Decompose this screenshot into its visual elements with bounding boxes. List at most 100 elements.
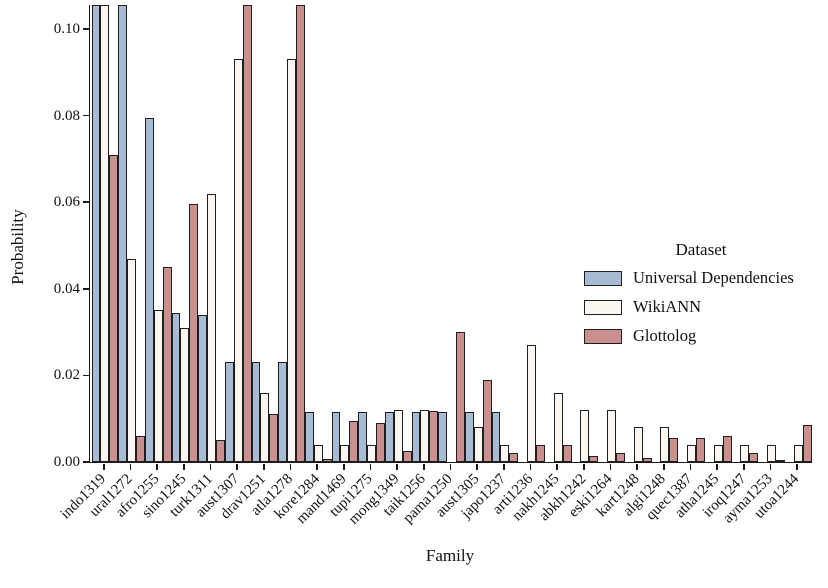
bar-aust1307-wikiann: [233, 59, 243, 462]
legend-label: Universal Dependencies: [633, 268, 794, 287]
bar-atla1278-glottolog: [296, 5, 305, 462]
bar-kore1284-wikiann: [313, 444, 323, 462]
legend-label: WikiANN: [633, 297, 702, 316]
x-axis-tick: [529, 463, 532, 470]
x-axis-title: Family: [425, 546, 475, 565]
y-axis-tick: [83, 288, 89, 290]
x-axis-tick: [609, 463, 612, 470]
bar-iroq1247-glottolog: [749, 453, 759, 462]
bar-abkh1242-wikiann: [580, 410, 590, 462]
bar-nakh1245-wikiann: [553, 392, 563, 462]
bar-tupi1275-universal-dependencies: [358, 412, 368, 462]
bar-taik1256-wikiann: [420, 410, 430, 462]
bar-turk1311-wikiann: [207, 193, 216, 462]
bar-mand1469-universal-dependencies: [331, 412, 341, 462]
bar-iroq1247-wikiann: [740, 444, 750, 462]
legend-item-universal-dependencies: Universal Dependencies: [584, 268, 828, 288]
y-axis-tick: [83, 374, 89, 377]
y-axis-tick-label: 0.04: [53, 280, 80, 297]
bar-japo1237-glottolog: [509, 453, 519, 462]
y-axis-tick: [83, 461, 89, 463]
legend-item-glottolog: Glottolog: [584, 326, 828, 346]
y-axis-tick-label: 0.02: [53, 367, 80, 384]
bar-kore1284-universal-dependencies: [304, 412, 314, 462]
bar-indo1319-glottolog: [109, 154, 119, 462]
bar-eski1264-glottolog: [616, 453, 625, 462]
bar-atha1245-glottolog: [722, 436, 732, 462]
x-axis-tick: [716, 463, 718, 470]
bar-ural1272-universal-dependencies: [118, 5, 128, 462]
bar-indo1319-universal-dependencies: [91, 5, 101, 462]
y-axis-tick: [83, 28, 89, 30]
bar-aust1307-glottolog: [242, 5, 252, 462]
bar-tupi1275-glottolog: [376, 423, 385, 462]
legend-swatch-blue: [584, 270, 622, 286]
y-axis-tick-label: 0.10: [53, 21, 80, 37]
bar-algi1248-glottolog: [669, 438, 679, 462]
bar-nakh1245-glottolog: [562, 444, 572, 462]
x-axis-tick: [476, 463, 479, 470]
y-axis-tick-label: 0.06: [53, 194, 80, 211]
x-axis-tick: [263, 463, 265, 470]
y-axis-tick: [83, 114, 89, 117]
x-axis-tick: [636, 463, 638, 470]
bar-sino1245-glottolog: [189, 204, 199, 462]
bar-mand1469-wikiann: [340, 444, 350, 462]
bar-quec1387-glottolog: [696, 438, 705, 462]
bar-kart1248-glottolog: [642, 457, 652, 462]
bar-indo1319-wikiann: [100, 5, 110, 462]
bar-algi1248-wikiann: [660, 427, 670, 462]
bar-mong1349-glottolog: [402, 451, 412, 462]
legend-swatch-white: [584, 299, 622, 315]
bar-turk1311-universal-dependencies: [198, 314, 208, 462]
bar-mand1469-glottolog: [349, 420, 359, 462]
bar-eski1264-wikiann: [607, 410, 616, 462]
x-axis-tick: [583, 463, 585, 470]
bar-taik1256-glottolog: [429, 410, 439, 462]
bar-atla1278-wikiann: [287, 59, 296, 462]
bar-kore1284-glottolog: [322, 458, 332, 462]
bar-abkh1242-glottolog: [589, 455, 599, 462]
x-axis-tick: [796, 463, 798, 470]
x-axis-tick: [449, 463, 452, 470]
bar-ural1272-wikiann: [127, 258, 137, 462]
bar-turk1311-glottolog: [216, 440, 225, 462]
y-axis-tick-label: 0.00: [53, 454, 80, 470]
legend-swatch-pink: [584, 328, 622, 344]
x-axis-tick: [103, 463, 105, 470]
bar-arti1236-wikiann: [527, 345, 536, 462]
bar-arti1236-glottolog: [536, 444, 545, 462]
x-axis-tick: [423, 463, 425, 470]
legend: Dataset Universal Dependencies WikiANN G…: [584, 240, 828, 355]
bar-japo1237-universal-dependencies: [491, 412, 501, 462]
x-axis-tick: [236, 463, 239, 470]
bar-drav1251-glottolog: [269, 414, 279, 462]
legend-label: Glottolog: [633, 326, 697, 345]
x-axis-tick: [689, 463, 692, 470]
x-axis-tick: [769, 463, 772, 470]
bar-aust1307-universal-dependencies: [224, 362, 234, 462]
x-axis-tick: [503, 463, 505, 470]
bar-atla1278-universal-dependencies: [278, 362, 288, 462]
legend-title: Dataset: [675, 240, 727, 259]
bar-aust1305-glottolog: [482, 379, 492, 462]
x-axis-tick: [289, 463, 292, 470]
x-axis-tick: [183, 463, 185, 470]
bar-sino1245-wikiann: [180, 327, 190, 462]
x-axis-tick: [396, 463, 399, 470]
bar-aust1305-wikiann: [473, 427, 483, 462]
x-axis-tick: [129, 463, 132, 470]
bar-utoa1244-wikiann: [793, 444, 803, 462]
x-axis-tick: [316, 463, 319, 470]
bar-afro1255-wikiann: [153, 310, 163, 462]
x-axis-tick: [369, 463, 372, 470]
bar-mong1349-wikiann: [393, 410, 403, 462]
y-axis-tick-label: 0.08: [53, 107, 80, 124]
plot-area: [89, 5, 812, 463]
bar-quec1387-wikiann: [687, 444, 696, 462]
x-axis-tick: [156, 463, 159, 470]
x-axis-tick: [663, 463, 665, 470]
y-axis-title: Probability: [8, 209, 27, 285]
x-axis-tick: [209, 463, 212, 470]
